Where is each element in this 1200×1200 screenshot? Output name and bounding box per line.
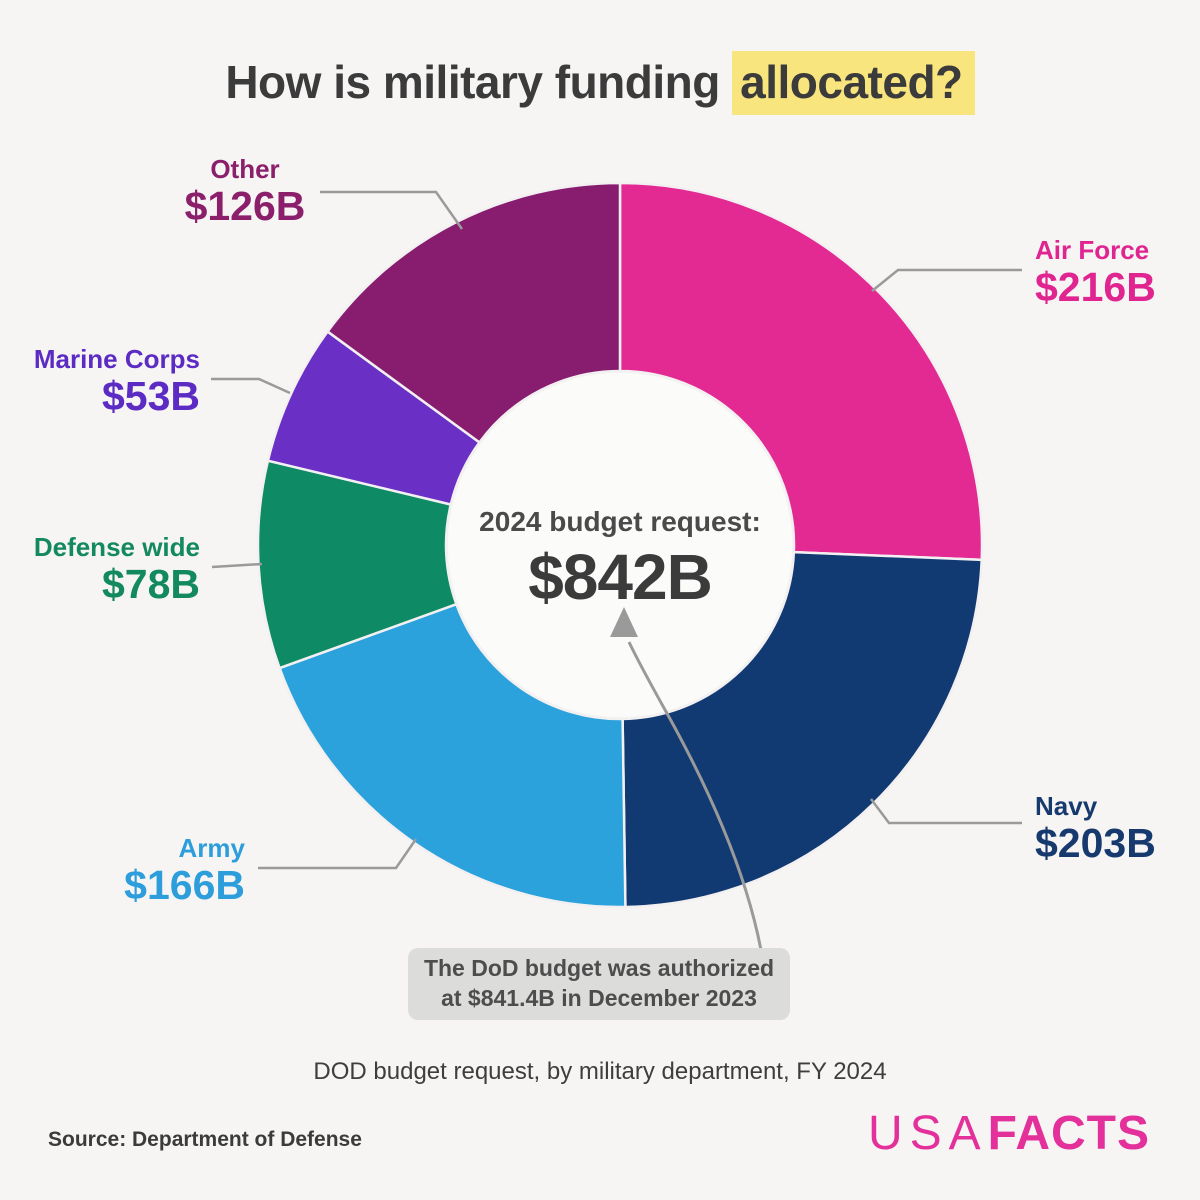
slice-other xyxy=(325,181,622,445)
label-air-force-name: Air Force xyxy=(1035,235,1150,265)
label-navy-name: Navy xyxy=(1035,791,1098,821)
label-defense-wide-value: $78B xyxy=(101,560,200,607)
leader-lines xyxy=(211,190,1022,870)
leader-army xyxy=(258,838,418,870)
label-army-name: Army xyxy=(178,833,245,863)
leader-navy xyxy=(870,798,1022,825)
label-defense-wide: Defense wide $78B xyxy=(33,532,200,607)
center-value: $842B xyxy=(528,541,713,613)
label-navy-value: $203B xyxy=(1035,819,1156,866)
label-navy: Navy $203B xyxy=(1035,791,1156,866)
slice-navy xyxy=(621,550,983,909)
label-other-name: Other xyxy=(210,154,280,184)
source-text: Source: Department of Defense xyxy=(48,1128,362,1151)
title-highlight: allocated? xyxy=(732,51,975,115)
usafacts-logo: USAFACTS xyxy=(868,1106,1150,1161)
leader-other xyxy=(320,190,464,230)
label-air-force-value: $216B xyxy=(1035,263,1156,310)
annotation-arrow-head xyxy=(610,607,638,637)
label-defense-wide-name: Defense wide xyxy=(33,532,200,562)
page-title: How is military funding allocated? xyxy=(0,51,1200,115)
annotation-arrow-line xyxy=(627,641,763,951)
chart-caption: DOD budget request, by military departme… xyxy=(313,1058,887,1085)
donut-center-text: 2024 budget request: $842B xyxy=(420,506,820,614)
leader-air-force xyxy=(871,268,1022,292)
annotation-line1: The DoD budget was authorized xyxy=(423,955,775,982)
annotation-line2: at $841.4B in December 2023 xyxy=(441,985,757,1011)
slice-air-force xyxy=(618,181,984,562)
logo-usa: USA xyxy=(867,1107,988,1160)
label-other: Other $126B xyxy=(150,154,340,229)
label-army-value: $166B xyxy=(124,861,245,908)
label-air-force: Air Force $216B xyxy=(1035,235,1156,310)
donut-slices xyxy=(256,181,984,909)
label-other-value: $126B xyxy=(184,182,306,229)
center-label: 2024 budget request: xyxy=(479,506,761,537)
annotation-arrow xyxy=(610,607,763,951)
label-army: Army $166B xyxy=(124,833,245,908)
slice-army xyxy=(277,602,627,909)
label-marine-corps: Marine Corps $53B xyxy=(33,344,200,419)
leader-marine-corps xyxy=(211,377,291,395)
donut-hole xyxy=(448,373,792,717)
leader-defense-wide xyxy=(211,562,263,569)
title-text: How is military funding xyxy=(225,56,733,108)
annotation-box: The DoD budget was authorized at $841.4B… xyxy=(408,948,790,1020)
logo-facts: FACTS xyxy=(987,1107,1150,1160)
label-marine-corps-value: $53B xyxy=(101,372,200,419)
label-marine-corps-name: Marine Corps xyxy=(33,344,200,374)
